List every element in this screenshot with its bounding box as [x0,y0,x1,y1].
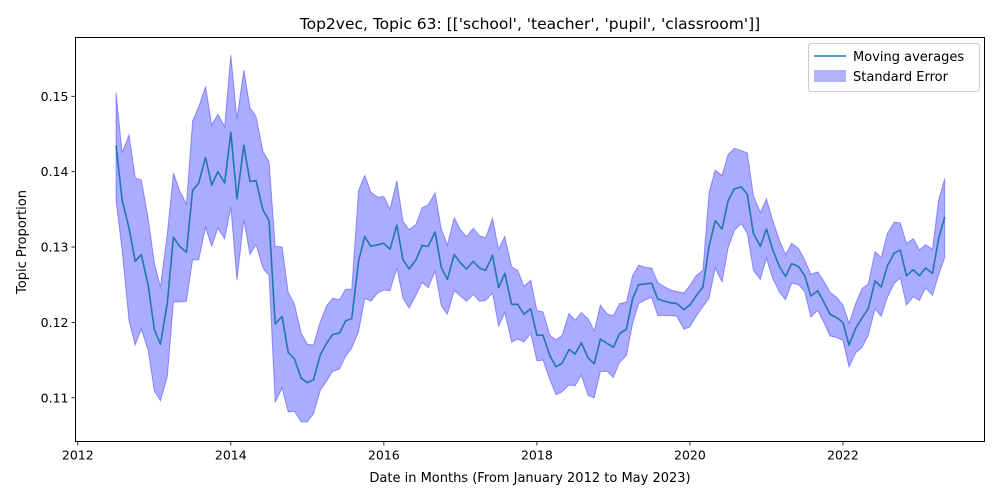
moving-averages-line [115,131,946,384]
legend-label-moving-averages: Moving averages [853,50,964,65]
chart-title: Top2vec, Topic 63: [['school', 'teacher'… [299,15,760,33]
y-tick-label: 0.11 [41,390,69,405]
x-tick-label: 2016 [368,448,400,463]
axes-frame [75,37,985,442]
x-tick-label: 2020 [674,448,706,463]
standard-error-band [115,54,946,423]
legend-label-standard-error: Standard Error [853,70,949,85]
y-axis-title: Topic Proportion [15,190,30,295]
x-axis: 2012 2014 2016 2018 2020 2022 [62,441,859,463]
x-axis-title: Date in Months (From January 2012 to May… [369,471,690,486]
legend: Moving averages Standard Error [808,43,980,92]
y-tick-label: 0.15 [41,89,69,104]
y-axis: 0.11 0.12 0.13 0.14 0.15 [41,89,76,405]
x-tick-label: 2018 [521,448,553,463]
plot-area [115,54,946,423]
y-tick-label: 0.13 [41,240,69,255]
y-tick-label: 0.12 [41,315,69,330]
x-tick-label: 2022 [827,448,859,463]
x-tick-label: 2014 [215,448,247,463]
x-tick-label: 2012 [62,448,94,463]
legend-band-swatch [814,70,846,82]
y-tick-label: 0.14 [41,164,69,179]
legend-box [808,43,980,92]
